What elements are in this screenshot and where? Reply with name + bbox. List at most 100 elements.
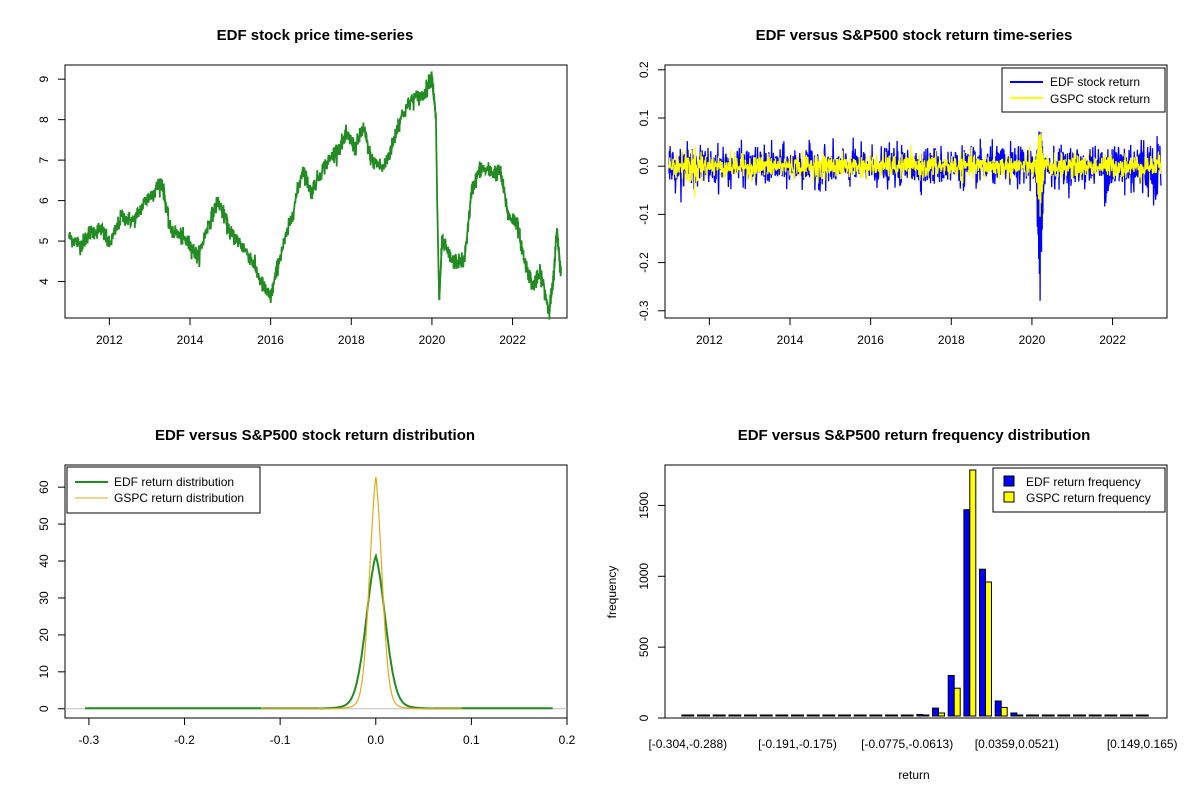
- density-y-tick-label: 20: [37, 628, 51, 642]
- histogram-edf-bar: [963, 509, 971, 717]
- histogram-edf-bar: [712, 714, 720, 717]
- histogram-gspc-bar: [1032, 714, 1039, 717]
- density-plot-frame: [64, 464, 568, 719]
- histogram-edf-bar: [916, 714, 924, 717]
- price-y-tick-label: 9: [37, 76, 51, 83]
- histogram-edf-bar: [869, 714, 877, 717]
- price-panel: EDF stock price time-series 2012 2014 2016…: [37, 27, 568, 347]
- density-x-tick-label: -0.3: [79, 733, 100, 747]
- histogram-gspc-bar: [812, 714, 820, 717]
- histogram-gspc-bar: [1094, 714, 1102, 717]
- returns-panel: EDF versus S&P500 stock return time-seri…: [637, 27, 1168, 347]
- density-edf-series-line: [85, 552, 553, 710]
- histogram-gspc-bar: [1079, 714, 1086, 717]
- histogram-legend: EDF return frequency GSPC return frequen…: [992, 467, 1166, 513]
- histogram-edf-bar: [1088, 714, 1096, 717]
- histogram-gspc-bar: [750, 714, 757, 717]
- price-plot-frame: [64, 64, 568, 319]
- density-y-tick-label: 60: [37, 480, 51, 494]
- density-x-tick-label: 0.0: [367, 733, 384, 747]
- returns-y-tick-label: 0.0: [637, 158, 651, 175]
- histogram-edf-bar: [759, 714, 767, 717]
- histogram-edf-bar: [697, 714, 704, 717]
- histogram-edf-bar: [775, 714, 783, 717]
- histogram-edf-bar: [681, 714, 689, 717]
- histogram-y-axis-label: frequency: [605, 566, 619, 619]
- price-x-tick-label: 2012: [96, 333, 123, 347]
- returns-x-tick-label: 2012: [696, 333, 723, 347]
- histogram-edf-bar: [791, 714, 798, 717]
- density-panel: EDF versus S&P500 stock return distribut…: [37, 427, 575, 747]
- returns-y-tick-label: 0.2: [637, 61, 651, 78]
- histogram-edf-bar: [1104, 714, 1112, 717]
- returns-y-tick-label: 0.1: [637, 109, 651, 126]
- histogram-category-label: [-0.0775,-0.0613): [861, 737, 953, 751]
- density-x-tick-label: 0.1: [463, 733, 480, 747]
- returns-y-tick-label: -0.2: [637, 252, 651, 273]
- legend-swatch-gspc-frequency: [1003, 491, 1015, 503]
- density-y-tick-label: 50: [37, 517, 51, 531]
- returns-chart-title: EDF versus S&P500 stock return time-seri…: [756, 27, 1073, 44]
- histogram-x-axis-label: return: [898, 768, 929, 782]
- density-y-tick-label: 10: [37, 665, 51, 679]
- price-x-tick-label: 2016: [257, 333, 284, 347]
- histogram-gspc-bar: [1016, 714, 1024, 717]
- density-legend: EDF return distribution GSPC return dist…: [66, 466, 261, 514]
- histogram-edf-bar: [1010, 712, 1018, 717]
- histogram-category-label: [-0.191,-0.175): [758, 737, 837, 751]
- histogram-panel: EDF versus S&P500 return frequency distr…: [605, 427, 1178, 782]
- histogram-gspc-bar: [985, 581, 992, 717]
- histogram-legend-box: [992, 467, 1166, 513]
- histogram-gspc-bar: [953, 687, 961, 717]
- histogram-gspc-bar: [938, 712, 945, 717]
- histogram-y-tick-label: 0: [637, 714, 651, 721]
- histogram-gspc-bar: [734, 714, 742, 717]
- returns-legend-box: [1001, 67, 1166, 113]
- histogram-gspc-bar: [844, 714, 851, 717]
- histogram-gspc-bar: [797, 714, 804, 717]
- histogram-edf-bar: [744, 714, 751, 717]
- legend-label-edf-distribution: EDF return distribution: [114, 475, 234, 489]
- density-x-tick-label: -0.2: [174, 733, 195, 747]
- histogram-gspc-bar: [1126, 714, 1133, 717]
- price-y-tick-label: 4: [37, 278, 51, 285]
- density-x-tick-label: 0.2: [559, 733, 576, 747]
- legend-swatch-edf-frequency: [1003, 475, 1015, 487]
- price-series-line: [68, 71, 562, 320]
- returns-x-tick-label: 2020: [1019, 333, 1046, 347]
- price-x-tick-label: 2018: [338, 333, 365, 347]
- price-x-tick-label: 2020: [419, 333, 446, 347]
- price-y-tick-label: 6: [37, 197, 51, 204]
- density-x-tick-label: -0.1: [270, 733, 291, 747]
- histogram-category-label: [0.0359,0.0521): [975, 737, 1059, 751]
- returns-x-tick-label: 2018: [938, 333, 965, 347]
- histogram-gspc-bar: [891, 714, 898, 717]
- histogram-category-label: [-0.304,-0.288): [648, 737, 727, 751]
- returns-x-tick-label: 2016: [857, 333, 884, 347]
- histogram-plot-frame: [664, 464, 1168, 719]
- returns-x-tick-label: 2022: [1099, 333, 1126, 347]
- histogram-gspc-bar: [1110, 714, 1118, 717]
- histogram-y-tick-label: 1000: [637, 563, 651, 590]
- legend-label-gspc-frequency: GSPC return frequency: [1026, 491, 1151, 505]
- histogram-gspc-bar: [969, 469, 977, 717]
- histogram-edf-bar: [1135, 714, 1143, 717]
- histogram-gspc-bar: [703, 714, 710, 717]
- returns-plot-frame: [664, 64, 1168, 319]
- histogram-gspc-bar: [687, 714, 695, 717]
- histogram-edf-bar: [994, 700, 1002, 717]
- price-x-tick-label: 2014: [177, 333, 204, 347]
- histogram-edf-bar: [885, 714, 892, 717]
- histogram-edf-bar: [1073, 714, 1080, 717]
- histogram-gspc-bar: [765, 714, 773, 717]
- histogram-y-tick-label: 500: [637, 637, 651, 657]
- histogram-edf-bar: [900, 714, 908, 717]
- returns-legend: EDF stock return GSPC stock return: [1001, 67, 1166, 113]
- histogram-gspc-bar: [1063, 714, 1071, 717]
- legend-label-gspc-return: GSPC stock return: [1050, 92, 1150, 106]
- histogram-edf-bar: [822, 714, 830, 717]
- histogram-gspc-bar: [1141, 714, 1149, 717]
- histogram-gspc-bar: [828, 714, 836, 717]
- histogram-gspc-bar: [922, 714, 930, 717]
- histogram-category-label: [0.149,0.165): [1107, 737, 1178, 751]
